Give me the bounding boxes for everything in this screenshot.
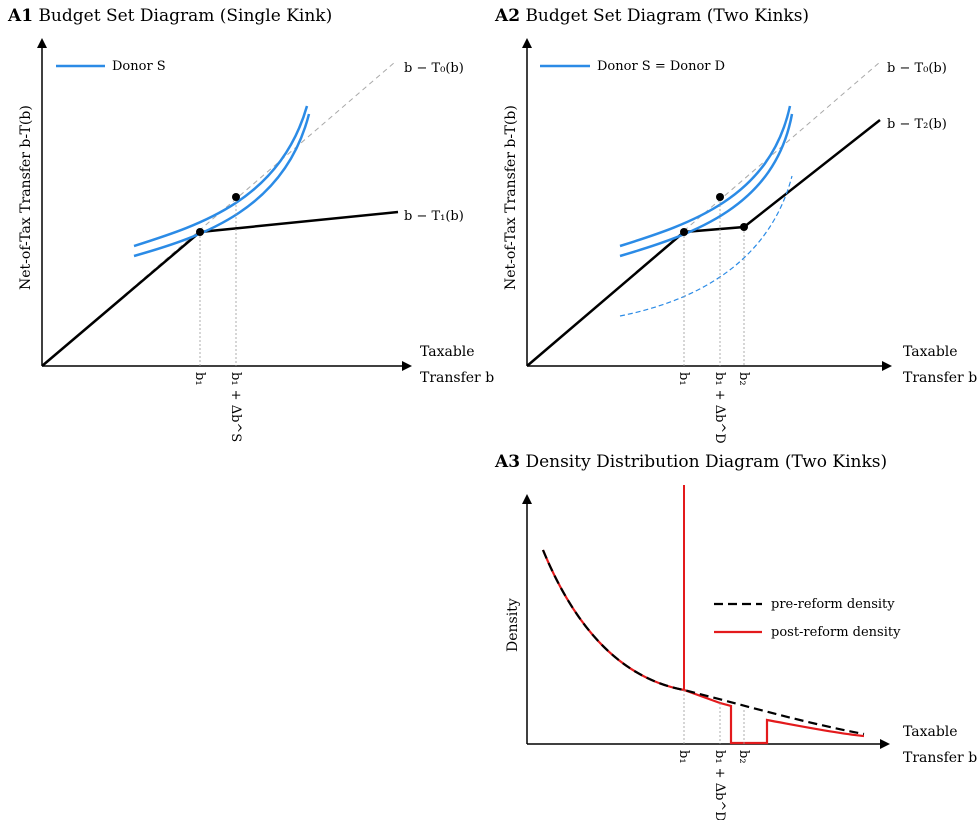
panel-a3-tag: A3 [495, 452, 521, 472]
a3-tick-b2: b₂ [736, 750, 751, 764]
panel-a2: Net-of-Tax Transfer b-T(b) Taxable Trans… [503, 38, 977, 444]
panel-a3-title-text: Density Distribution Diagram (Two Kinks) [525, 452, 888, 472]
a2-indifference-curve-lower [619, 113, 794, 258]
a1-t1-budget-line [41, 210, 399, 367]
panel-a2-title: A2 Budget Set Diagram (Two Kinks) [495, 6, 809, 26]
panel-a1: Net-of-Tax Transfer b-T(b) Taxable Trans… [18, 38, 494, 442]
a1-indifference-curve-upper [133, 105, 309, 248]
a1-tick-b1-delta: b₁ + Δb^S [228, 372, 243, 442]
a2-bunching-point [716, 193, 724, 201]
a1-y-label: Net-of-Tax Transfer b-T(b) [18, 105, 34, 290]
a2-first-kink-point [680, 228, 688, 236]
a1-legend-label: Donor S [112, 59, 166, 74]
a1-t0-reference-line [41, 61, 396, 367]
panel-a2-tag: A2 [495, 6, 521, 26]
a2-t2-label: b − T₂(b) [887, 117, 947, 132]
a2-y-label: Net-of-Tax Transfer b-T(b) [503, 105, 519, 290]
panel-a3-title: A3 Density Distribution Diagram (Two Kin… [495, 452, 887, 472]
a2-t2-budget-line [526, 119, 881, 367]
a2-x-label-line2: Transfer b [903, 370, 977, 386]
a2-x-label-line1: Taxable [903, 344, 958, 360]
a3-post-reform-density [541, 549, 865, 745]
panel-a2-title-text: Budget Set Diagram (Two Kinks) [525, 6, 810, 26]
a3-y-label: Density [505, 598, 521, 652]
panel-a1-title-text: Budget Set Diagram (Single Kink) [38, 6, 333, 26]
a2-t0-label: b − T₀(b) [887, 61, 947, 76]
a3-x-label-line1: Taxable [903, 724, 958, 740]
a2-second-kink-point [740, 223, 748, 231]
a2-indifference-curve-upper [619, 105, 792, 248]
a1-x-label-line2: Transfer b [420, 370, 494, 386]
a2-tick-b2: b₂ [736, 372, 751, 386]
a1-t0-label: b − T₀(b) [404, 61, 464, 76]
a1-x-label-line1: Taxable [420, 344, 475, 360]
a3-tick-b1: b₁ [676, 750, 691, 764]
a1-t1-label: b − T₁(b) [404, 209, 464, 224]
a2-legend-label: Donor S = Donor D [597, 59, 725, 74]
a1-indifference-curve-lower [133, 113, 311, 258]
a1-tick-b1: b₁ [192, 372, 207, 386]
a3-legend-pre-label: pre-reform density [771, 597, 895, 612]
panel-a1-title: A1 Budget Set Diagram (Single Kink) [8, 6, 332, 26]
a2-indifference-curve-dashed [619, 175, 793, 317]
a2-t0-reference-line [526, 61, 881, 367]
a3-tick-b1-delta: b₁ + Δb^D [712, 750, 727, 820]
a2-tick-b1-delta: b₁ + Δb^D [712, 372, 727, 444]
panel-a1-tag: A1 [8, 6, 34, 26]
a2-tick-b1: b₁ [676, 372, 691, 386]
panel-a3: Density Taxable Transfer b b₁ b₁ + Δb^D … [505, 485, 977, 820]
a3-x-label-line2: Transfer b [903, 750, 977, 766]
a1-bunching-point [232, 193, 240, 201]
a3-pre-reform-density [541, 549, 865, 736]
a1-kink-point [196, 228, 204, 236]
a3-legend-post-label: post-reform density [771, 625, 901, 640]
